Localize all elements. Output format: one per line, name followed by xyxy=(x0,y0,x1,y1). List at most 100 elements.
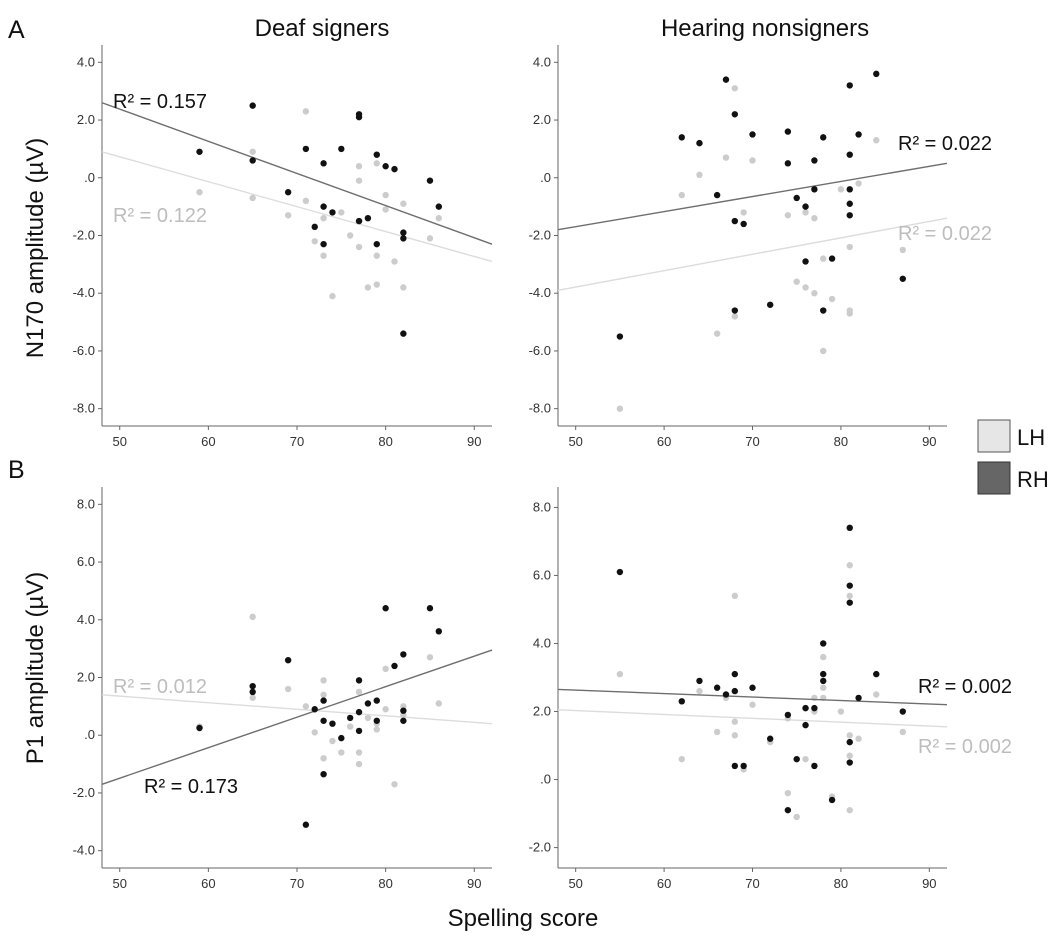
data-point-rh xyxy=(320,717,327,724)
data-point-rh xyxy=(249,688,256,696)
data-point-rh xyxy=(391,165,398,173)
data-point-lh xyxy=(846,243,853,251)
data-point-lh xyxy=(338,749,345,756)
data-point-rh xyxy=(696,139,703,147)
data-point-lh xyxy=(346,723,354,730)
x-tick-label: 50 xyxy=(568,876,582,891)
data-point-lh xyxy=(837,708,845,715)
data-point-rh xyxy=(802,258,809,265)
fit-line-rh xyxy=(557,162,948,231)
data-point-rh xyxy=(811,762,818,770)
data-point-lh xyxy=(320,691,327,699)
data-point-rh xyxy=(784,711,792,719)
data-point-rh xyxy=(784,806,792,814)
r2-label-lh: R² = 0.002 xyxy=(918,736,1012,758)
data-point-rh xyxy=(320,770,327,778)
data-point-rh xyxy=(302,821,310,828)
data-point-rh xyxy=(284,189,292,196)
data-point-lh xyxy=(846,592,853,600)
x-tick-label: 70 xyxy=(745,434,759,449)
fit-line-lh xyxy=(101,694,493,725)
data-point-lh xyxy=(249,194,256,202)
legend: LH RH xyxy=(977,419,1049,495)
data-point-rh xyxy=(846,738,853,746)
data-point-rh xyxy=(355,677,363,684)
data-point-rh xyxy=(846,524,853,532)
data-point-rh xyxy=(873,670,880,678)
data-point-rh xyxy=(749,684,756,691)
x-tick-label: 60 xyxy=(201,876,215,891)
data-point-lh xyxy=(811,290,818,297)
data-point-lh xyxy=(802,209,809,216)
data-point-lh xyxy=(731,592,739,600)
data-point-lh xyxy=(713,728,721,736)
r2-label-rh: R² = 0.173 xyxy=(144,776,238,798)
data-point-lh xyxy=(722,154,730,161)
x-tick-label: 60 xyxy=(657,876,671,891)
r2-label-lh: R² = 0.122 xyxy=(113,205,207,227)
data-point-lh xyxy=(873,137,880,144)
data-point-rh xyxy=(820,670,827,678)
fit-line-rh xyxy=(557,688,948,706)
data-point-lh xyxy=(793,278,800,285)
data-point-lh xyxy=(355,688,363,696)
data-point-lh xyxy=(284,685,292,693)
data-point-rh xyxy=(249,157,256,164)
data-point-rh xyxy=(749,131,756,138)
data-point-rh xyxy=(355,217,363,225)
data-point-rh xyxy=(802,704,809,712)
data-point-lh xyxy=(820,653,827,661)
data-point-rh xyxy=(373,151,380,158)
data-point-rh xyxy=(426,177,434,184)
data-point-lh xyxy=(346,232,354,239)
data-point-rh xyxy=(249,682,256,690)
x-tick-label: 90 xyxy=(467,434,481,449)
legend-swatch-rh xyxy=(977,461,1011,495)
data-point-rh xyxy=(196,724,203,732)
y-tick-label: 4.0 xyxy=(533,54,551,69)
data-point-rh xyxy=(713,684,721,691)
y-tick-label: -2.0 xyxy=(73,228,95,243)
data-point-rh xyxy=(820,640,827,647)
data-point-rh xyxy=(320,160,327,167)
data-point-rh xyxy=(846,82,853,89)
data-point-lh xyxy=(355,243,363,251)
data-point-lh xyxy=(696,687,703,695)
fit-line-lh xyxy=(557,709,948,728)
data-point-rh xyxy=(373,697,380,704)
x-tick-label: 50 xyxy=(112,434,126,449)
data-point-lh xyxy=(678,755,685,763)
data-point-lh xyxy=(382,665,389,673)
data-point-lh xyxy=(311,238,318,245)
data-point-lh xyxy=(373,726,380,733)
data-point-rh xyxy=(828,796,836,804)
data-point-rh xyxy=(802,203,809,210)
data-point-rh xyxy=(320,240,327,248)
y-tick-label: -4.0 xyxy=(73,843,95,858)
panel-2: 50 60 70 80 90 4.0 2.0 .0 -2.0 -4.0 -6.0 -8.0 R² = 0… xyxy=(529,45,992,449)
y-tick-label: -2.0 xyxy=(73,785,95,800)
data-point-lh xyxy=(320,755,327,762)
data-point-rh xyxy=(846,200,853,207)
y-tick-label: -2.0 xyxy=(529,228,551,243)
data-point-lh xyxy=(873,691,880,698)
x-tick-label: 80 xyxy=(834,434,848,449)
fit-line-rh xyxy=(101,649,493,785)
data-point-rh xyxy=(616,333,624,340)
data-point-rh xyxy=(899,708,906,715)
legend-swatch-lh xyxy=(977,419,1011,453)
data-point-lh xyxy=(820,347,827,355)
y-tick-label: 6.0 xyxy=(77,554,95,569)
data-point-rh xyxy=(731,307,739,314)
data-point-rh xyxy=(846,186,853,193)
data-point-lh xyxy=(382,191,389,199)
data-point-rh xyxy=(338,734,345,742)
data-point-rh xyxy=(373,240,380,248)
x-tick-label: 70 xyxy=(290,876,304,891)
y-tick-label: -4.0 xyxy=(529,285,551,300)
data-point-rh xyxy=(784,128,792,135)
x-tick-label: 80 xyxy=(834,876,848,891)
data-point-lh xyxy=(382,706,389,713)
data-point-rh xyxy=(855,131,862,138)
data-point-lh xyxy=(740,209,747,216)
